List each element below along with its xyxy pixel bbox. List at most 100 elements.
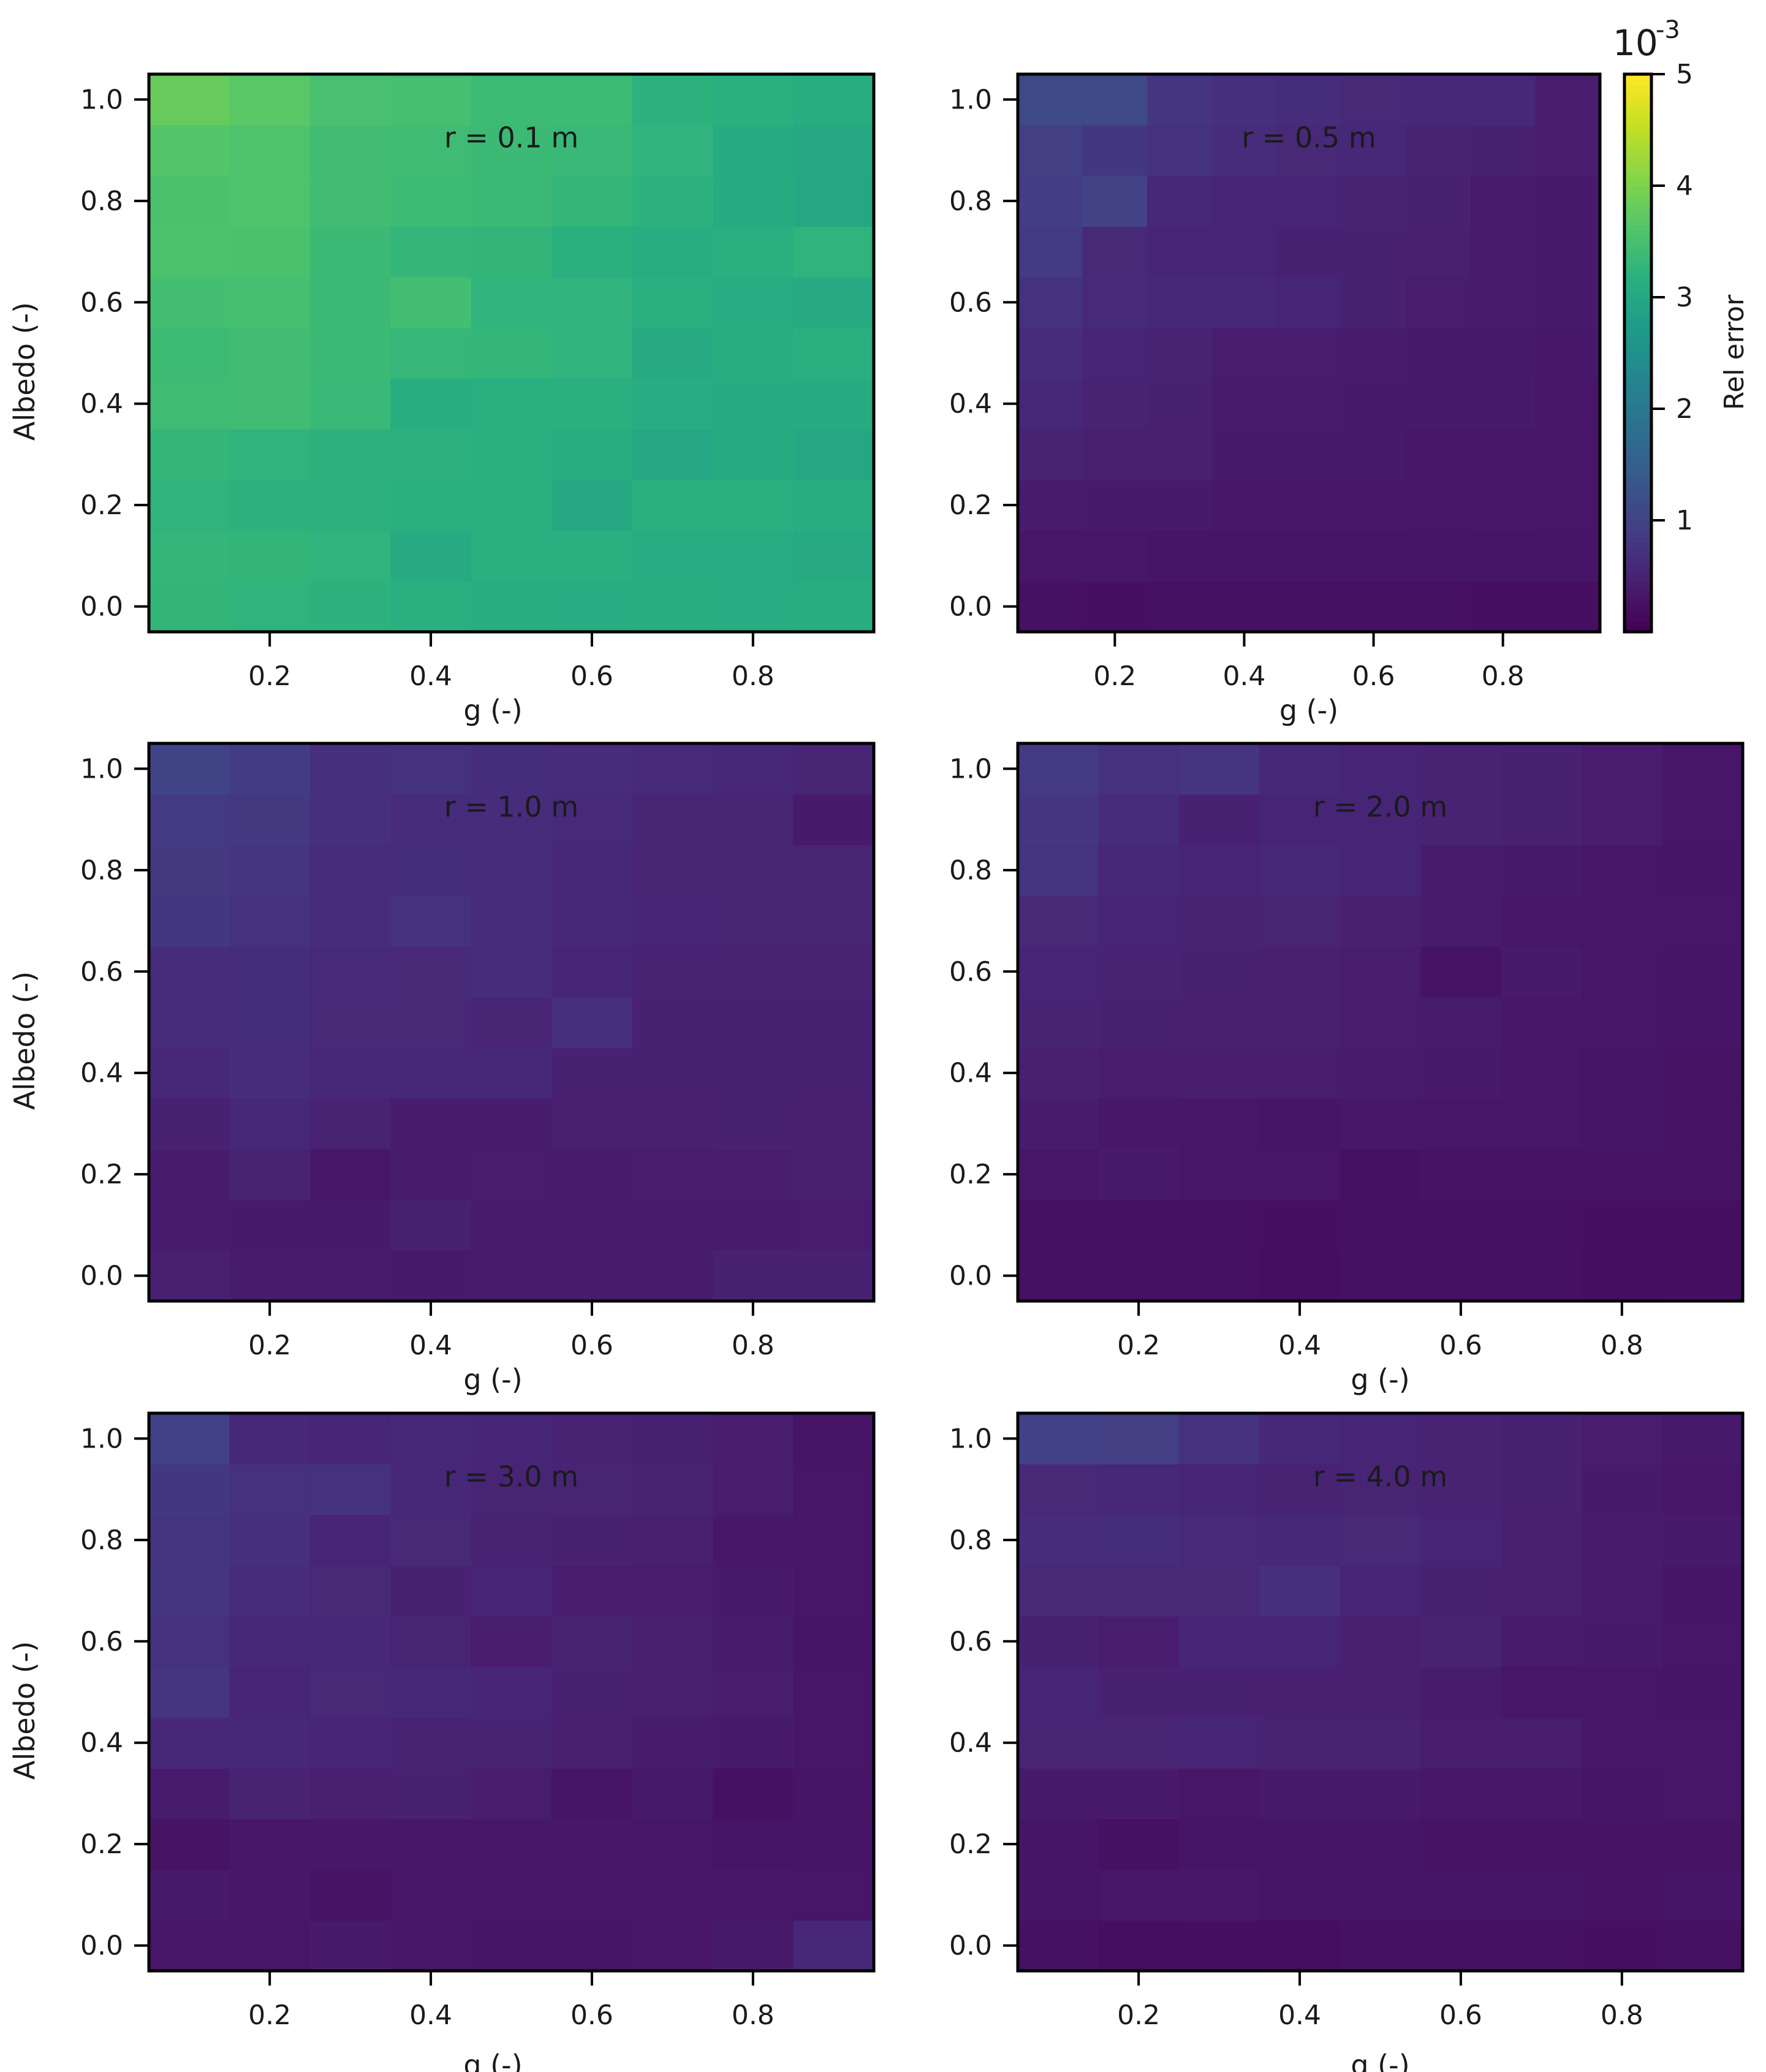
heatmap-cell	[471, 124, 553, 176]
x-tick-label: 0.4	[1278, 1330, 1321, 1361]
heatmap-cell	[1420, 1920, 1502, 1971]
heatmap-cell	[390, 226, 472, 278]
heatmap-cell	[1340, 1818, 1422, 1870]
colorbar-step	[1624, 414, 1651, 420]
heatmap-cell	[1018, 1148, 1099, 1201]
heatmap-cell	[1501, 946, 1582, 998]
heatmap-cell	[632, 1199, 713, 1251]
heatmap-cell	[390, 1514, 472, 1566]
x-tick-label: 0.8	[732, 2000, 775, 2031]
heatmap-cell	[1501, 1098, 1582, 1150]
heatmap-cell	[1582, 1869, 1663, 1921]
heatmap-cell	[309, 1768, 392, 1820]
heatmap-cell	[471, 1463, 553, 1516]
heatmap-cell	[1276, 479, 1342, 531]
heatmap-cell	[229, 1250, 311, 1302]
plot-frame	[147, 742, 876, 1303]
heatmap-cell	[309, 1047, 392, 1099]
y-tick-label: 1.0	[949, 753, 992, 784]
heatmap-cell	[1420, 794, 1502, 846]
colorbar-step	[1624, 409, 1651, 415]
colorbar-step	[1624, 531, 1651, 538]
x-axis-label: g (-)	[463, 1363, 522, 1396]
heatmap-cell	[309, 479, 392, 531]
heatmap-cell	[1406, 276, 1471, 328]
colorbar-step	[1624, 403, 1651, 409]
heatmap-cell	[1582, 895, 1663, 947]
heatmap-cell	[1501, 844, 1582, 896]
heatmap-cell	[632, 996, 713, 1049]
colorbar-step	[1624, 169, 1651, 175]
heatmap-cell	[1018, 895, 1099, 947]
heatmap-cell	[793, 1514, 874, 1566]
heatmap-cell	[1018, 1047, 1099, 1099]
heatmap-cell	[551, 124, 633, 176]
heatmap-cell	[551, 1768, 633, 1820]
heatmap-cell	[1341, 276, 1407, 328]
x-axis-label: g (-)	[463, 2049, 522, 2072]
heatmap-cell	[1662, 1463, 1743, 1516]
heatmap-cell	[1018, 74, 1083, 126]
heatmap-cell	[390, 1413, 472, 1465]
plot-frame	[1016, 742, 1745, 1303]
heatmap-cell	[1582, 1047, 1663, 1099]
heatmap-cells	[1018, 74, 1601, 632]
heatmap-cell	[1340, 946, 1422, 998]
heatmap-cell	[793, 1666, 874, 1718]
colorbar-step	[1624, 598, 1651, 605]
heatmap-cells	[1018, 743, 1743, 1302]
heatmap-cell	[1582, 1413, 1663, 1465]
heatmap-cell	[1098, 1869, 1180, 1921]
heatmap-cell	[1662, 1869, 1743, 1921]
heatmap-cell	[1501, 1818, 1582, 1870]
heatmap-cell	[632, 1818, 713, 1870]
heatmap-cell	[1178, 1199, 1260, 1251]
heatmap-cell	[390, 946, 472, 998]
heatmap-cell	[1098, 996, 1180, 1049]
heatmap-cell	[229, 1148, 311, 1201]
heatmap-cell	[713, 226, 794, 278]
colorbar-step	[1624, 303, 1651, 309]
heatmap-cell	[229, 1615, 311, 1668]
heatmap-cell	[1470, 530, 1536, 582]
heatmap-cell	[1406, 327, 1471, 379]
heatmap-cell	[1340, 1717, 1422, 1769]
colorbar-ticks: 1 2 3 4 5	[1651, 59, 1693, 536]
heatmap-cell	[713, 175, 794, 227]
colorbar-step	[1624, 470, 1651, 476]
heatmap-cell	[1420, 1413, 1502, 1465]
heatmap-cell	[1276, 276, 1342, 328]
heatmap-cell	[1018, 743, 1099, 795]
heatmap-cell	[149, 946, 230, 998]
heatmap-cell	[632, 1666, 713, 1718]
colorbar-step	[1624, 319, 1651, 326]
heatmap-cell	[309, 743, 392, 795]
heatmap-cell	[1018, 378, 1083, 430]
y-tick-label: 0.8	[949, 855, 992, 886]
heatmap-cell	[1470, 479, 1536, 531]
heatmap-cell	[1147, 429, 1213, 480]
heatmap-cell	[551, 1148, 633, 1201]
heatmap-cell	[793, 1565, 874, 1617]
heatmap-cell	[1340, 895, 1422, 947]
heatmap-panels: 0.2 0.4 0.6 0.8 0.0 0.2 0.4 0.6 0.8 1.0 g (-) Albed…	[8, 72, 1745, 2072]
colorbar-step	[1624, 197, 1651, 203]
colorbar-step	[1624, 174, 1651, 181]
x-tick-label: 0.8	[1601, 2000, 1643, 2031]
heatmap-cell	[1259, 794, 1341, 846]
heatmap-cell	[229, 1098, 311, 1150]
heatmap-cell	[551, 1413, 633, 1465]
heatmap-cell	[1018, 794, 1099, 846]
heatmap-cell	[1018, 1463, 1099, 1516]
y-tick-label: 0.6	[949, 1626, 992, 1657]
heatmap-cell	[713, 1098, 794, 1150]
heatmap-cell	[551, 1250, 633, 1302]
heatmap-cell	[149, 1514, 230, 1566]
heatmap-cell	[390, 1920, 472, 1971]
heatmap-cell	[1178, 794, 1260, 846]
heatmap-cell	[149, 429, 230, 480]
colorbar-step	[1624, 564, 1651, 571]
colorbar-step	[1624, 146, 1651, 153]
heatmap-cell	[1501, 1514, 1582, 1566]
